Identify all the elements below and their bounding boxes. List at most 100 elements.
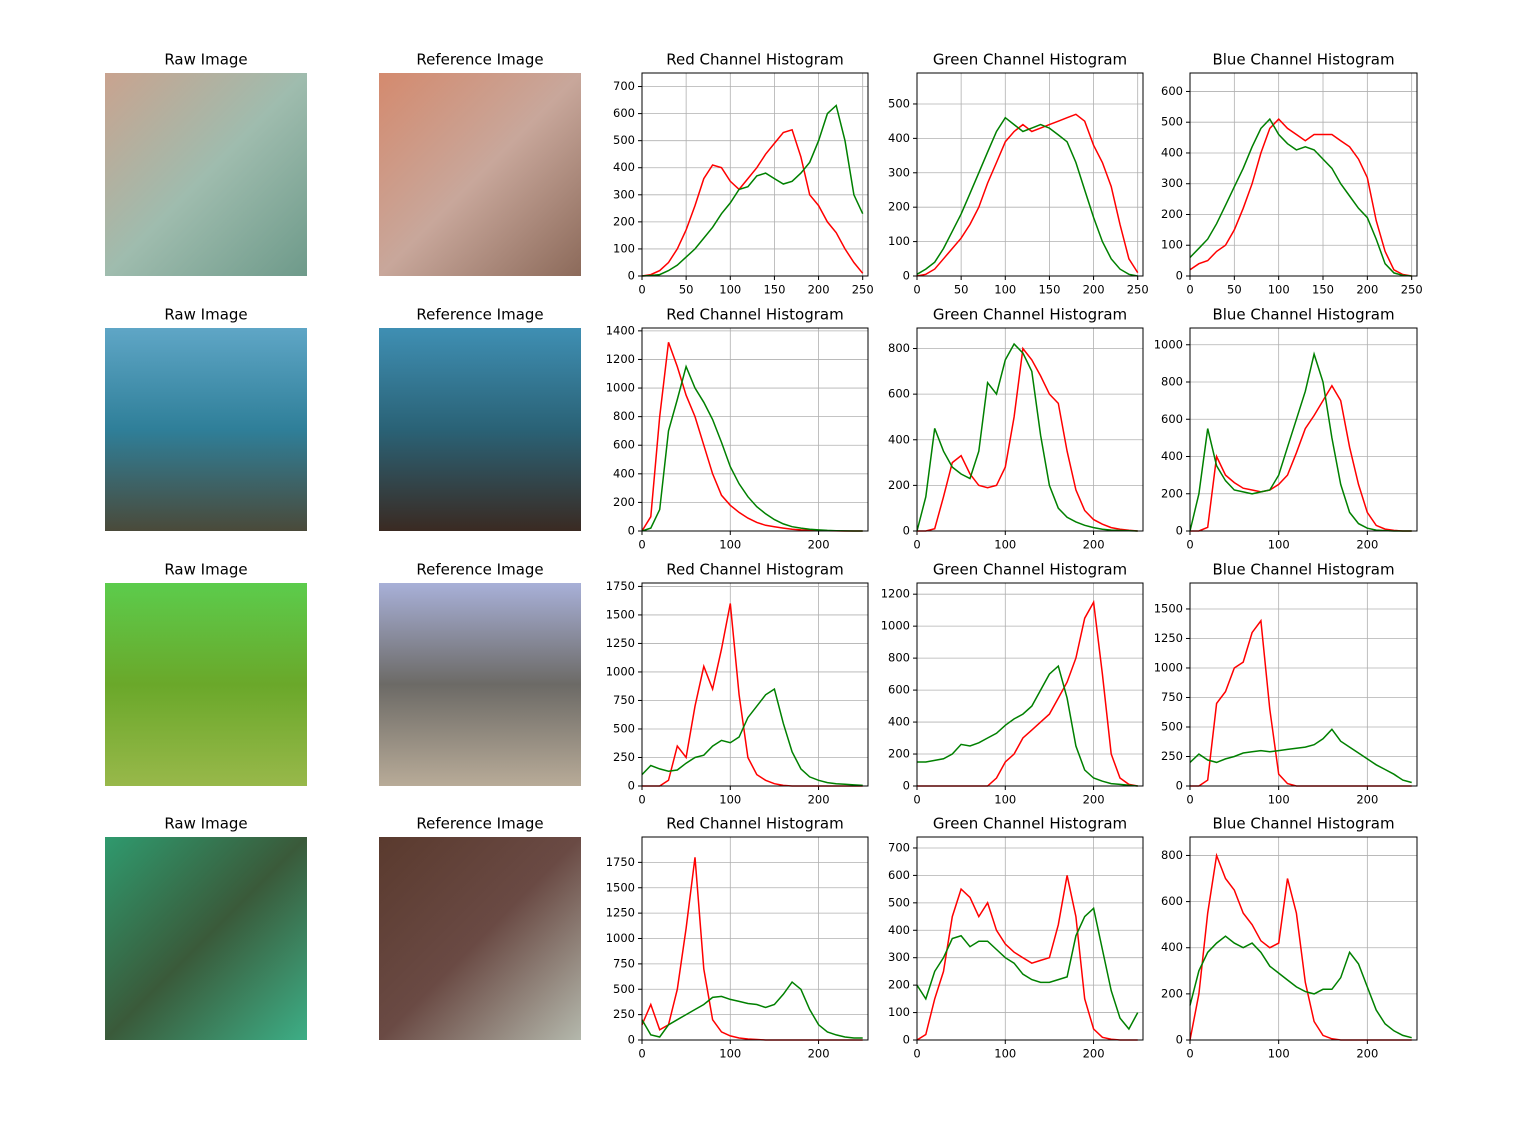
chart-title: Red Channel Histogram [666,815,843,833]
y-tick-label: 1500 [606,880,635,894]
y-tick-label: 250 [1161,749,1183,763]
y-tick-label: 800 [888,341,910,355]
x-tick-label: 0 [638,1047,645,1061]
x-tick-label: 100 [994,793,1016,807]
photo [105,328,307,531]
image-title: Reference Image [416,815,543,833]
x-tick-label: 150 [1312,283,1334,297]
histogram-line [917,346,1138,532]
plot-area [1190,837,1417,1040]
axes-frame [641,836,869,1041]
y-tick-label: 100 [1161,238,1183,252]
histogram-line [916,113,1139,277]
axes-frame [916,72,1144,277]
histogram-line [1189,935,1412,1039]
plot-area [917,73,1143,276]
chart-title: Red Channel Histogram [666,51,843,69]
x-tick-label: 200 [808,538,830,552]
histogram-line [1189,728,1412,784]
y-tick-label: 0 [1176,1033,1183,1047]
y-tick-label: 400 [613,466,635,480]
x-tick-label: 0 [913,538,920,552]
x-tick-label: 250 [852,283,874,297]
photo [105,73,307,276]
axes-frame [916,582,1144,787]
y-tick-label: 1000 [1154,660,1183,674]
plot-area [642,583,868,786]
y-tick-label: 0 [628,269,635,283]
plot-area [642,73,868,276]
x-tick-label: 250 [1127,283,1149,297]
chart-title: Blue Channel Histogram [1212,561,1394,579]
histogram-line [1190,384,1412,532]
y-tick-label: 500 [888,96,910,110]
y-tick-label: 700 [888,840,910,854]
y-tick-label: 600 [1161,84,1183,98]
chart-title: Red Channel Histogram [666,561,843,579]
y-tick-label: 0 [903,1033,910,1047]
y-tick-label: 300 [1161,176,1183,190]
histogram-line [916,116,1138,277]
y-tick-label: 800 [1161,848,1183,862]
image-title: Reference Image [416,51,543,69]
image-title: Raw Image [164,561,247,579]
x-tick-label: 100 [994,283,1016,297]
y-tick-label: 1400 [606,323,635,337]
y-tick-label: 400 [1161,145,1183,159]
photo [105,837,307,1040]
x-tick-label: 200 [1083,538,1105,552]
y-tick-label: 600 [1161,412,1183,426]
y-tick-label: 600 [613,106,635,120]
y-tick-label: 600 [888,683,910,697]
y-tick-label: 1000 [606,931,635,945]
plot-area [642,328,868,531]
x-tick-label: 100 [719,793,741,807]
x-tick-label: 0 [638,283,645,297]
x-tick-label: 0 [1186,283,1193,297]
histogram-line [641,364,863,532]
x-tick-label: 200 [1356,538,1378,552]
axes-frame [641,72,869,277]
y-tick-label: 0 [1176,524,1183,538]
y-tick-label: 750 [613,956,635,970]
axes-frame [916,836,1144,1041]
photo [105,583,307,786]
histogram-line [641,128,864,277]
x-tick-label: 100 [1268,283,1290,297]
x-tick-label: 150 [1038,283,1060,297]
x-tick-label: 100 [1268,538,1290,552]
y-tick-label: 750 [1161,690,1183,704]
x-tick-label: 50 [954,283,969,297]
plot-area [917,328,1143,531]
histogram-line [641,687,863,787]
photo [379,328,581,531]
chart-title: Green Channel Histogram [933,815,1127,833]
axes-frame [641,582,869,787]
y-tick-label: 200 [888,747,910,761]
axes-frame [1189,327,1418,532]
y-tick-label: 400 [888,923,910,937]
y-tick-label: 1500 [606,607,635,621]
x-tick-label: 50 [679,283,694,297]
y-tick-label: 1000 [606,664,635,678]
y-tick-label: 200 [613,495,635,509]
y-tick-label: 1750 [606,579,635,593]
y-tick-label: 500 [1161,115,1183,129]
axes-frame [1189,836,1418,1041]
y-tick-label: 250 [613,750,635,764]
y-tick-label: 1200 [606,352,635,366]
y-tick-label: 400 [613,160,635,174]
photo [379,73,581,276]
plot-area [1190,583,1417,786]
y-tick-label: 500 [613,721,635,735]
x-tick-label: 200 [1083,1047,1105,1061]
y-tick-label: 300 [888,950,910,964]
y-tick-label: 500 [613,982,635,996]
y-tick-label: 800 [1161,375,1183,389]
y-tick-label: 0 [903,269,910,283]
y-tick-label: 200 [888,478,910,492]
y-tick-label: 0 [903,779,910,793]
y-tick-label: 1250 [606,906,635,920]
x-tick-label: 200 [1083,793,1105,807]
